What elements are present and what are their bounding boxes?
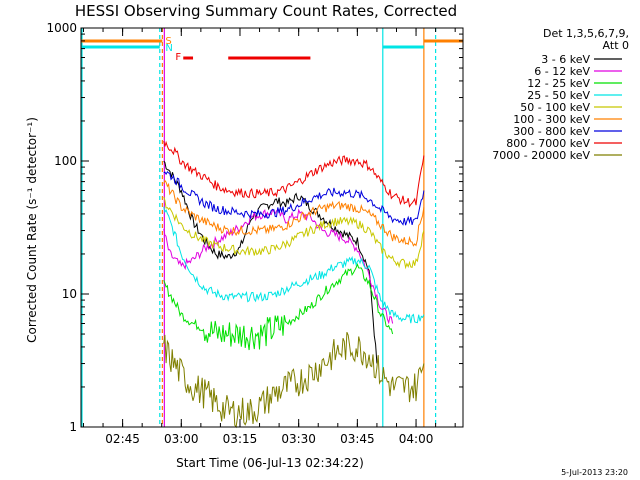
y-tick-label: 10: [62, 287, 77, 301]
legend-label: 6 - 12 keV: [534, 65, 590, 78]
x-tick-label: 03:00: [164, 432, 199, 446]
y-tick-label: 100: [54, 154, 77, 168]
series-line-0: [163, 160, 378, 364]
tick-layer: 02:45 03:00 03:15 03:30 03:45 04:00 1 10 100 1000: [46, 21, 463, 446]
series-line-6: [163, 170, 425, 226]
legend-label: 25 - 50 keV: [527, 89, 590, 102]
legend-label: 100 - 300 keV: [513, 113, 590, 126]
x-tick-label: 04:00: [399, 432, 434, 446]
series-line-4: [163, 196, 425, 270]
legend-label: 50 - 100 keV: [520, 101, 590, 114]
flag-layer: SNF: [81, 36, 463, 63]
footer-date: 5-Jul-2013 23:20: [561, 468, 628, 477]
series-line-3: [163, 206, 425, 324]
legend-label: 3 - 6 keV: [541, 53, 590, 66]
series-line-8: [163, 332, 425, 429]
legend-header: Det 1,3,5,6,7,9,: [543, 27, 629, 40]
flag-label-s: S: [165, 36, 171, 47]
x-axis-label: Start Time (06-Jul-13 02:34:22): [176, 456, 364, 470]
x-tick-label: 03:15: [223, 432, 258, 446]
x-tick-label: 03:30: [281, 432, 316, 446]
legend-label: 300 - 800 keV: [513, 125, 590, 138]
series-layer: [163, 140, 425, 429]
x-tick-label: 02:45: [105, 432, 140, 446]
legend-header: Att 0: [603, 39, 629, 52]
flag-label-n: N: [165, 43, 172, 54]
chart-title: HESSI Observing Summary Count Rates, Cor…: [75, 2, 457, 20]
y-axis-label: Corrected Count Rate (s⁻¹ detector⁻¹): [25, 117, 39, 343]
series-line-5: [163, 179, 425, 247]
y-tick-label: 1000: [46, 21, 77, 35]
x-tick-label: 03:45: [340, 432, 375, 446]
legend-label: 12 - 25 keV: [527, 77, 590, 90]
legend-label: 800 - 7000 keV: [506, 137, 590, 150]
observing-bands: [81, 28, 437, 427]
legend-label: 7000 - 20000 keV: [492, 149, 590, 162]
y-tick-label: 1: [69, 420, 77, 434]
series-line-7: [163, 140, 425, 208]
flag-label-f: F: [175, 52, 181, 63]
series-line-2: [163, 263, 394, 351]
plot-frame: [80, 27, 464, 428]
